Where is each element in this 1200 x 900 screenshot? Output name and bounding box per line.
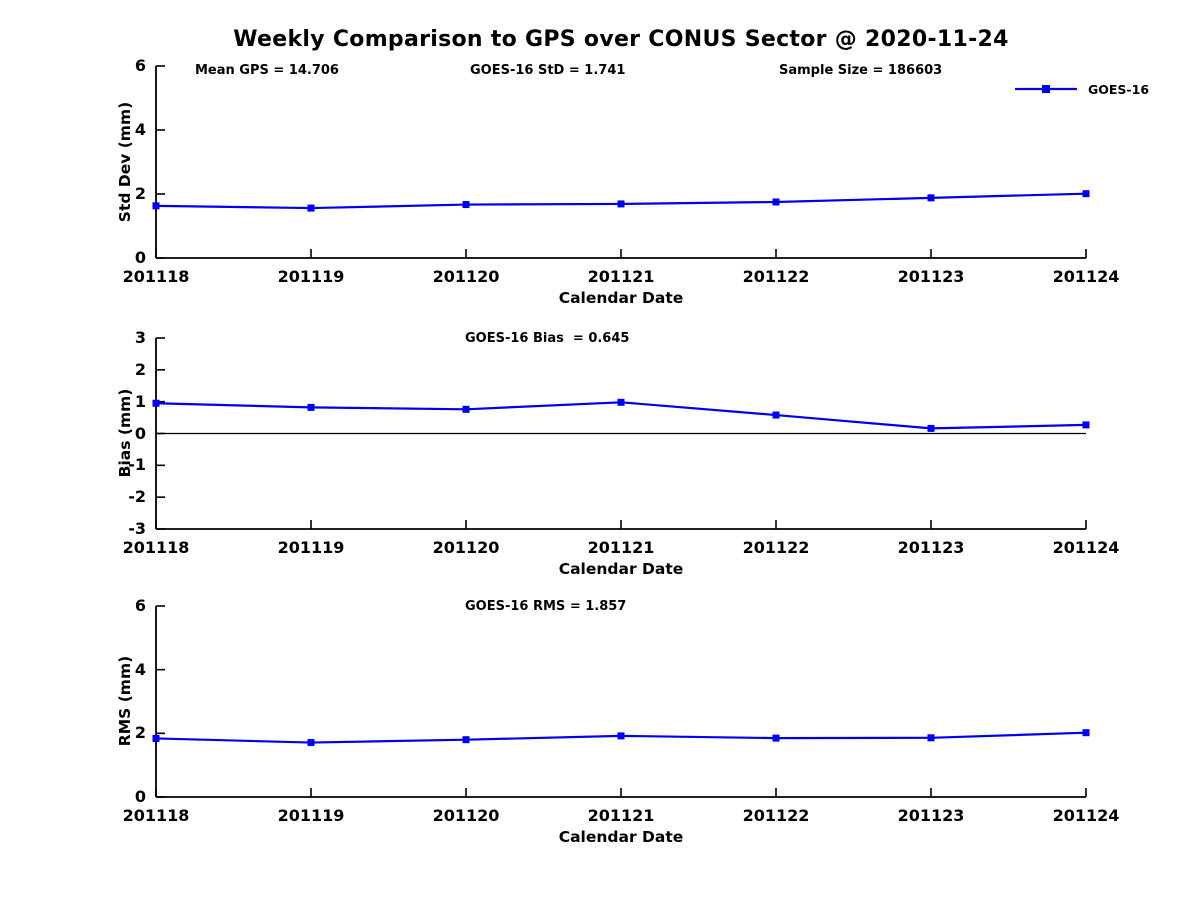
data-point-marker xyxy=(462,736,470,744)
annotation-goes16-rms: GOES-16 RMS = 1.857 xyxy=(465,599,627,614)
y-tick-label: 2 xyxy=(134,184,146,203)
data-point-marker xyxy=(927,424,935,432)
annotation-sample-size: Sample Size = 186603 xyxy=(779,63,943,78)
annotation-goes16-bias: GOES-16 Bias = 0.645 xyxy=(465,331,630,346)
x-tick-label: 201118 xyxy=(122,267,190,286)
x-axis-label-top: Calendar Date xyxy=(558,289,684,307)
y-tick-label: 2 xyxy=(134,359,146,379)
x-tick-label: 201123 xyxy=(897,538,965,557)
y-tick-label: 0 xyxy=(134,248,146,267)
x-tick-label: 201118 xyxy=(122,806,190,825)
x-tick-label: 201119 xyxy=(277,538,345,557)
y-tick-label: -2 xyxy=(128,487,146,507)
figure-title: Weekly Comparison to GPS over CONUS Sect… xyxy=(233,27,1009,52)
data-point-marker xyxy=(462,201,470,209)
data-point-marker xyxy=(927,734,935,742)
x-tick-label: 201123 xyxy=(897,806,965,825)
x-tick-label: 201119 xyxy=(277,267,345,286)
data-point-marker xyxy=(307,739,315,747)
annotation-goes16-std: GOES-16 StD = 1.741 xyxy=(470,63,626,78)
x-tick-label: 201120 xyxy=(432,806,500,825)
x-tick-label: 201120 xyxy=(432,538,500,557)
x-axis-label-bottom: Calendar Date xyxy=(558,828,684,846)
y-tick-label: 3 xyxy=(134,328,146,347)
x-tick-label: 201124 xyxy=(1052,806,1120,825)
y-tick-label: 0 xyxy=(134,787,146,806)
x-tick-label: 201122 xyxy=(742,538,810,557)
data-point-marker xyxy=(152,202,160,210)
data-point-marker xyxy=(307,204,315,212)
data-point-marker xyxy=(152,399,160,407)
x-tick-label: 201118 xyxy=(122,538,190,557)
data-point-marker xyxy=(1082,729,1090,737)
legend-line-swatch xyxy=(1015,85,1077,93)
data-point-marker xyxy=(617,732,625,740)
y-tick-label: -3 xyxy=(128,519,146,538)
x-axis-label-middle: Calendar Date xyxy=(558,560,684,578)
x-tick-label: 201122 xyxy=(742,267,810,286)
legend-label: GOES-16 xyxy=(1088,81,1150,97)
data-point-marker xyxy=(927,194,935,202)
x-tick-label: 201122 xyxy=(742,806,810,825)
data-point-marker xyxy=(617,200,625,208)
x-tick-label: 201121 xyxy=(587,538,655,557)
y-tick-label: 2 xyxy=(134,723,146,743)
data-point-marker xyxy=(772,734,780,742)
y-tick-label: -1 xyxy=(128,455,146,475)
x-tick-label: 201121 xyxy=(587,267,655,286)
x-tick-label: 201121 xyxy=(587,806,655,825)
data-point-marker xyxy=(772,198,780,206)
data-point-marker xyxy=(1082,421,1090,429)
x-tick-label: 201124 xyxy=(1052,267,1120,286)
data-point-marker xyxy=(152,734,160,742)
x-tick-label: 201123 xyxy=(897,267,965,286)
y-axis-label-rms: RMS (mm) xyxy=(116,655,134,747)
x-tick-label: 201120 xyxy=(432,267,500,286)
data-point-marker xyxy=(462,405,470,413)
y-tick-label: 0 xyxy=(134,423,146,443)
data-point-marker xyxy=(772,411,780,419)
annotation-mean-gps: Mean GPS = 14.706 xyxy=(195,63,339,78)
y-tick-label: 6 xyxy=(134,56,146,75)
y-tick-label: 1 xyxy=(134,391,146,411)
x-tick-label: 201124 xyxy=(1052,538,1120,557)
series-line xyxy=(154,401,1088,430)
data-point-marker xyxy=(1082,190,1090,198)
x-tick-label: 201119 xyxy=(277,806,345,825)
legend: GOES-16 xyxy=(1012,81,1149,97)
data-point-marker xyxy=(617,398,625,406)
y-tick-label: 6 xyxy=(134,596,146,615)
y-axis-label-std-dev: Std Dev (mm) xyxy=(116,101,134,223)
y-tick-label: 4 xyxy=(134,659,146,679)
y-tick-label: 4 xyxy=(134,120,146,139)
data-point-marker xyxy=(307,403,315,411)
